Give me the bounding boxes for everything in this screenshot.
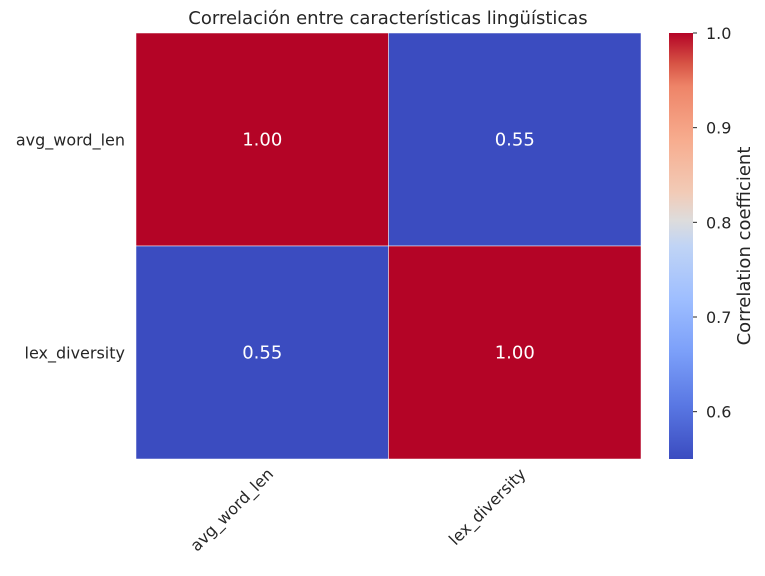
colorbar-tick-label: 0.9	[706, 119, 731, 138]
column-tick-label: avg_word_len	[186, 464, 277, 555]
colorbar-label: Correlation coefficient	[734, 147, 755, 346]
colorbar-tick-label: 0.6	[706, 403, 731, 422]
cell-value-label: 0.55	[495, 130, 535, 151]
colorbar-tick-label: 0.7	[706, 308, 731, 327]
heatmap-cell	[388, 32, 642, 247]
cell-value-label: 1.00	[495, 343, 535, 364]
chart-title: Correlación entre características lingüí…	[188, 8, 587, 29]
row-tick-label: avg_word_len	[16, 131, 125, 151]
heatmap-cell	[388, 245, 642, 460]
colorbar-tick-label: 0.8	[706, 213, 731, 232]
heatmap-cell	[135, 245, 389, 460]
colorbar	[669, 33, 693, 459]
cell-value-label: 1.00	[242, 130, 282, 151]
heatmap-cell	[135, 32, 389, 247]
column-tick-label: lex_diversity	[445, 464, 530, 549]
row-tick-label: lex_diversity	[25, 344, 126, 364]
cell-value-label: 0.55	[242, 343, 282, 364]
colorbar-tick-label: 1.0	[706, 24, 731, 43]
